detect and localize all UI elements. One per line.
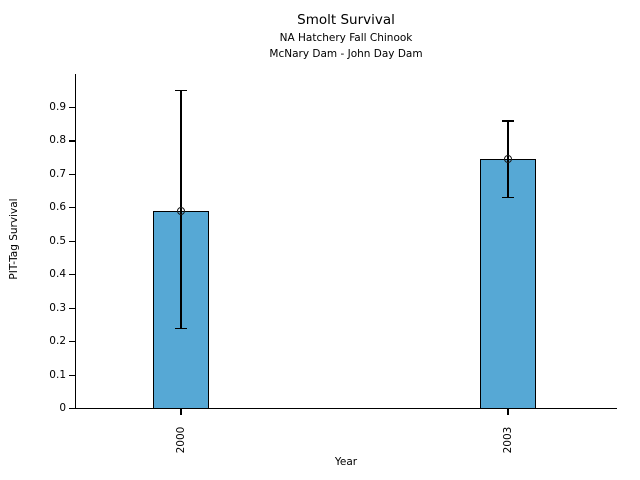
x-tick	[180, 409, 182, 416]
x-tick-label: 2003	[502, 426, 514, 454]
y-tick	[69, 106, 75, 109]
y-tick-label: 0.8	[49, 134, 66, 147]
y-tick	[69, 341, 75, 343]
y-tick	[69, 274, 75, 276]
y-tick	[69, 173, 75, 176]
chart-subtitle-2: McNary Dam - John Day Dam	[269, 48, 423, 60]
x-axis-spine	[75, 408, 617, 410]
error-bar-cap-bottom	[502, 197, 514, 199]
error-bar-cap-top	[175, 90, 187, 92]
point-marker	[504, 154, 512, 163]
y-tick-label: 0.4	[49, 268, 66, 281]
y-tick	[69, 374, 75, 376]
y-tick-label: 0	[59, 402, 66, 414]
y-tick	[69, 240, 75, 242]
y-tick	[69, 140, 75, 142]
x-tick-label: 2000	[175, 426, 187, 454]
point-marker	[177, 206, 185, 215]
error-bar-cap-top	[502, 120, 514, 122]
x-tick	[507, 409, 509, 416]
error-bar-cap-bottom	[175, 327, 187, 329]
y-tick-label: 0.5	[49, 234, 66, 247]
y-axis-spine	[75, 73, 77, 408]
y-tick	[69, 408, 75, 410]
y-tick-label: 0.7	[49, 167, 66, 180]
y-tick-label: 0.6	[49, 201, 66, 214]
bar	[480, 158, 536, 410]
y-tick	[69, 307, 75, 309]
y-axis-label: PIT-Tag Survival	[8, 198, 20, 280]
y-tick	[69, 207, 75, 209]
y-tick-label: 0.2	[49, 335, 66, 348]
y-tick-label: 0.3	[49, 301, 66, 314]
y-tick-label: 0.1	[49, 368, 66, 381]
chart-title: Smolt Survival	[297, 12, 395, 28]
x-axis-label: Year	[334, 456, 358, 468]
y-tick-label: 0.9	[49, 100, 66, 113]
chart-subtitle-1: NA Hatchery Fall Chinook	[279, 32, 413, 44]
